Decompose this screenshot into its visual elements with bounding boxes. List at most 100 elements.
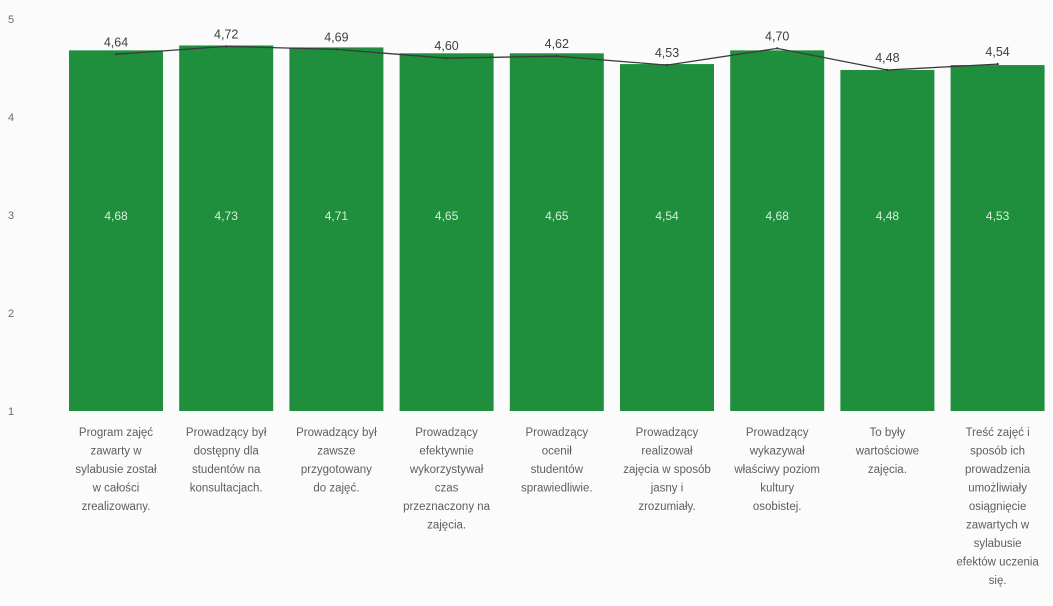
x-tick-label: To były wartościowe zajęcia. <box>855 427 919 476</box>
line-point <box>665 63 669 67</box>
x-tick-label-line: zawarty w <box>90 446 142 458</box>
x-tick-label-line: zawsze <box>317 446 355 458</box>
y-tick-label: 2 <box>8 308 14 320</box>
x-tick-label-line: zawartych w <box>966 520 1030 532</box>
line-value-labels: 4,64 4,72 4,69 4,60 4,62 4,53 4,70 4,48 4,54 <box>104 27 1010 65</box>
x-tick-label-line: przeznaczony na <box>403 501 491 513</box>
line-value-label: 4,62 <box>545 37 569 51</box>
x-tick-label-line: osiągnięcie <box>969 501 1027 513</box>
bar-value-label: 4,53 <box>986 209 1010 223</box>
x-tick-label-line: kultury <box>760 483 794 495</box>
x-tick-label-line: efektów uczenia <box>956 557 1039 569</box>
x-tick-label-line: zrozumiały. <box>638 501 695 513</box>
bar-value-label: 4,73 <box>215 209 239 223</box>
line-value-label: 4,70 <box>765 29 789 43</box>
x-tick-label-line: efektywnie <box>419 446 473 458</box>
x-tick-label-line: sylabusie został <box>75 464 157 476</box>
bar-value-label: 4,71 <box>325 209 349 223</box>
x-tick-label-line: czas <box>435 483 459 495</box>
line-point <box>225 45 228 48</box>
x-tick-label-line: sylabusie <box>974 538 1022 550</box>
bar <box>730 50 825 412</box>
x-tick-label-line: wykazywał <box>749 446 805 458</box>
x-tick-label-line: w całości <box>92 483 140 495</box>
x-tick-label-line: Prowadzący <box>415 427 478 439</box>
x-tick-label-line: Prowadzący <box>525 427 588 439</box>
line-point <box>555 55 558 58</box>
bar-value-label: 4,68 <box>104 209 128 223</box>
x-tick-label: Prowadzący ocenił studentów sprawiedliwie. <box>521 427 593 495</box>
x-tick-label-line: prowadzenia <box>965 464 1031 476</box>
bar-series <box>69 45 1045 412</box>
y-tick-label: 1 <box>8 406 14 418</box>
bar <box>840 69 935 412</box>
x-tick-label-line: konsultacjach. <box>190 483 263 495</box>
x-tick-label: Prowadzący wykazywał właściwy poziom kultur… <box>733 427 820 513</box>
bar-value-label: 4,65 <box>545 209 569 223</box>
x-tick-label-line: To były <box>870 427 906 439</box>
bar-value-label: 4,48 <box>876 209 900 223</box>
x-tick-label-line: zajęcia. <box>868 464 907 476</box>
bar <box>289 47 384 412</box>
bar <box>620 64 714 411</box>
x-tick-label: Prowadzący efektywnie wykorzystywał czas prz… <box>403 427 491 532</box>
x-tick-label-line: zrealizowany. <box>82 501 151 513</box>
line-value-label: 4,60 <box>434 39 458 53</box>
x-tick-label-line: się. <box>989 575 1007 587</box>
x-tick-label-line: sposób ich <box>970 446 1025 458</box>
line-point <box>335 48 338 51</box>
y-tick-label: 5 <box>8 14 14 26</box>
x-tick-label: Program zajęć zawarty w sylabusie został w … <box>75 427 157 513</box>
x-tick-label-line: ocenił <box>542 446 572 458</box>
y-axis: 1 2 3 4 5 <box>8 14 14 418</box>
line-point <box>996 62 999 66</box>
line-value-label: 4,64 <box>104 35 128 49</box>
line-value-label: 4,69 <box>324 30 348 44</box>
x-tick-label-line: wartościowe <box>855 446 919 458</box>
bar <box>179 45 274 412</box>
x-tick-label-line: osobistej. <box>753 501 802 513</box>
line-series <box>114 45 999 72</box>
x-tick-label-line: jasny i <box>650 483 684 495</box>
line-point <box>776 47 779 50</box>
y-tick-label: 3 <box>8 210 14 222</box>
x-tick-label-line: zajęcia. <box>427 520 466 532</box>
x-tick-label-line: Prowadzący był <box>186 427 267 439</box>
x-tick-label-line: Prowadzący <box>636 427 699 439</box>
x-tick-label-line: Prowadzący był <box>296 427 377 439</box>
x-tick-label-line: realizował <box>641 446 693 458</box>
x-tick-label: Prowadzący realizował zajęcia w sposób jasn… <box>623 427 711 513</box>
x-tick-label-line: studentów <box>531 464 584 476</box>
x-tick-label-line: wykorzystywał <box>409 464 484 476</box>
line-value-label: 4,53 <box>655 46 679 60</box>
x-tick-label-line: zajęcia w sposób <box>623 464 711 476</box>
x-tick-label-line: do zajęć. <box>313 483 359 495</box>
y-tick-label: 4 <box>8 112 14 124</box>
x-tick-label-line: Prowadzący <box>746 427 809 439</box>
bar-value-label: 4,54 <box>655 209 679 223</box>
line-point <box>445 57 448 60</box>
bar <box>509 53 604 412</box>
x-tick-label-line: właściwy poziom <box>733 464 820 476</box>
x-tick-label: Prowadzący był zawsze przygotowany do zajęć… <box>296 427 377 495</box>
x-tick-label-line: studentów na <box>192 464 261 476</box>
line-value-label: 4,54 <box>985 45 1009 59</box>
x-tick-label-line: przygotowany <box>301 464 372 476</box>
bar <box>950 65 1045 411</box>
x-tick-label: Treść zajęć i sposób ich prowadzenia umożli… <box>956 427 1039 587</box>
line-value-label: 4,72 <box>214 27 238 41</box>
bar-value-labels: 4,68 4,73 4,71 4,65 4,65 4,54 4,68 4,48 4,53 <box>104 209 1009 223</box>
line-point <box>114 53 118 56</box>
bar <box>399 53 494 412</box>
x-axis-category-labels: Program zajęć zawarty w sylabusie został w … <box>75 427 1039 587</box>
x-tick-label-line: dostępny dla <box>194 446 260 458</box>
x-tick-label-line: umożliwiały <box>968 483 1027 495</box>
x-tick-label-line: Program zajęć <box>79 427 153 439</box>
x-tick-label-line: Treść zajęć i <box>966 427 1030 439</box>
x-tick-label: Prowadzący był dostępny dla studentów na ko… <box>186 427 267 495</box>
bar-value-label: 4,68 <box>766 209 790 223</box>
x-tick-label-line: sprawiedliwie. <box>521 483 593 495</box>
bar <box>69 50 163 412</box>
